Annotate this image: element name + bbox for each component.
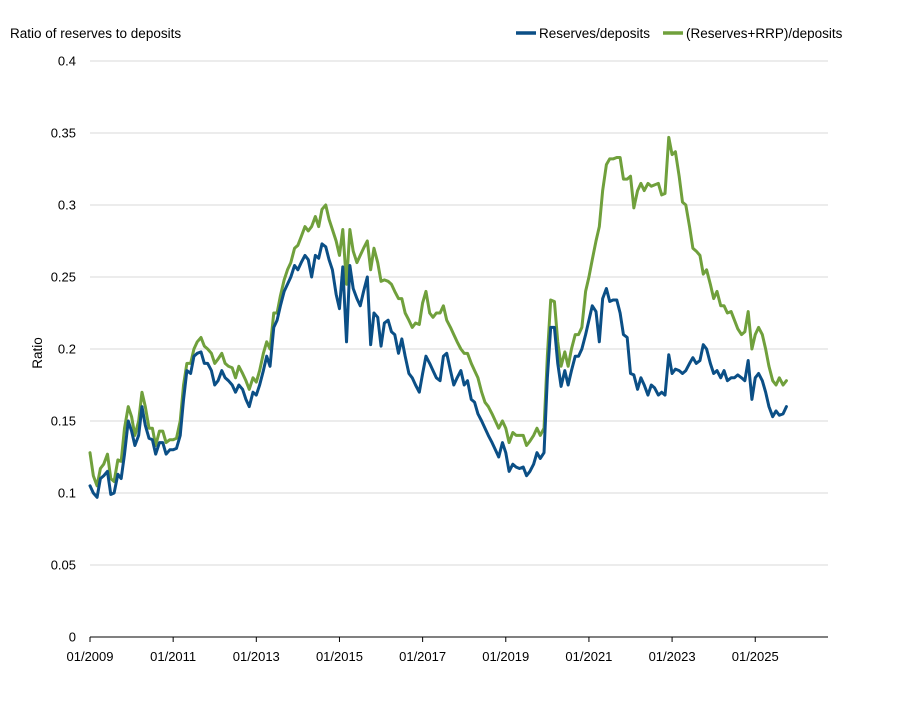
gridlines xyxy=(90,60,828,638)
y-tick-label: 0 xyxy=(69,630,76,645)
y-tick-label: 0.15 xyxy=(51,414,76,429)
x-tick-label: 01/2009 xyxy=(67,649,114,664)
x-axis-ticks: 01/2009 01/2011 01/2013 01/2015 01/2017 01/20… xyxy=(67,637,779,664)
y-tick-label: 0.3 xyxy=(58,198,76,213)
y-tick-label: 0.1 xyxy=(58,486,76,501)
x-tick-label: 01/2025 xyxy=(732,649,779,664)
x-tick-label: 01/2017 xyxy=(399,649,446,664)
y-tick-label: 0.25 xyxy=(51,270,76,285)
corner-title: Ratio of reserves to deposits xyxy=(10,26,181,41)
y-tick-label: 0.2 xyxy=(58,342,76,357)
x-tick-label: 01/2011 xyxy=(150,649,196,664)
x-tick-label: 01/2019 xyxy=(482,649,529,664)
series-line-reserves-rrp-deposits xyxy=(88,135,788,488)
legend-label: Reserves/deposits xyxy=(539,26,650,41)
y-tick-label: 0.05 xyxy=(51,558,76,573)
x-tick-label: 01/2013 xyxy=(233,649,280,664)
x-tick-label: 01/2015 xyxy=(316,649,363,664)
legend: Reserves/deposits (Reserves+RRP)/deposits xyxy=(516,26,843,41)
y-tick-label: 0.35 xyxy=(51,126,76,141)
y-tick-label: 0.4 xyxy=(58,54,76,69)
y-axis-ticks: 0 0.05 0.1 0.15 0.2 0.25 0.3 0.35 0.4 xyxy=(51,54,76,645)
x-tick-label: 01/2021 xyxy=(565,649,612,664)
x-tick-label: 01/2023 xyxy=(649,649,696,664)
y-axis-label: Ratio xyxy=(30,337,45,369)
series-line-reserves-deposits xyxy=(88,242,788,499)
legend-label: (Reserves+RRP)/deposits xyxy=(686,26,843,41)
series-lines xyxy=(88,135,788,499)
